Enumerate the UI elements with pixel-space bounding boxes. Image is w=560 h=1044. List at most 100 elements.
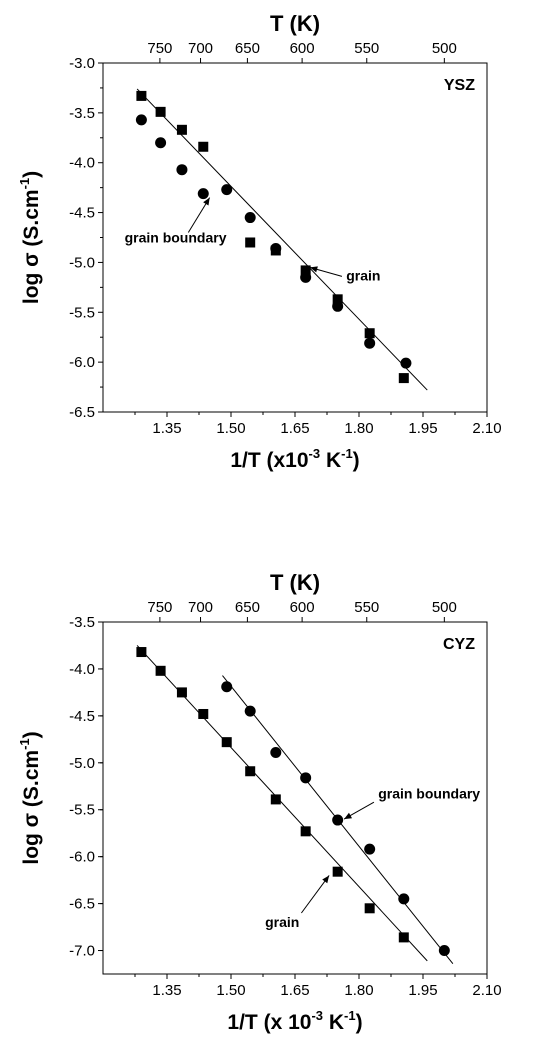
data-point-square bbox=[221, 737, 232, 748]
y-tick-label: -4.0 bbox=[69, 155, 95, 172]
data-point-circle bbox=[155, 137, 167, 149]
data-point-circle bbox=[197, 188, 209, 200]
y-tick-label: -7.0 bbox=[69, 943, 95, 960]
annotation-arrowhead bbox=[322, 875, 330, 884]
top-tick-label: 700 bbox=[188, 40, 213, 57]
annotation-arrowhead bbox=[344, 812, 353, 820]
data-point-square bbox=[332, 294, 343, 305]
x-tick-label: 1.35 bbox=[152, 420, 181, 437]
y-tick-label: -5.0 bbox=[69, 755, 95, 772]
top-axis-label: T (K) bbox=[270, 11, 320, 36]
y-tick-label: -3.0 bbox=[69, 55, 95, 72]
y-axis-label: log σ (S.cm-1) bbox=[17, 731, 43, 864]
annotation-arrowhead bbox=[309, 266, 318, 273]
top-tick-label: 650 bbox=[235, 40, 260, 57]
data-point-square bbox=[198, 708, 209, 719]
y-tick-label: -6.0 bbox=[69, 849, 95, 866]
annotation-arrow bbox=[300, 875, 330, 914]
annotation-label: grain bbox=[265, 914, 299, 930]
data-point-circle bbox=[400, 357, 412, 369]
x-tick-label: 2.10 bbox=[472, 982, 501, 999]
top-tick-label: 750 bbox=[147, 599, 172, 616]
data-point-square bbox=[364, 328, 375, 339]
annotation-arrowhead bbox=[203, 197, 210, 206]
data-point-square bbox=[300, 265, 311, 276]
annotation-label: grain boundary bbox=[378, 785, 480, 801]
data-point-square bbox=[245, 237, 256, 248]
x-tick-label: 1.80 bbox=[344, 982, 373, 999]
y-tick-label: -5.5 bbox=[69, 304, 95, 321]
y-tick-label: -6.5 bbox=[69, 896, 95, 913]
y-tick-label: -6.5 bbox=[69, 404, 95, 421]
x-tick-label: 2.10 bbox=[472, 420, 501, 437]
data-point-square bbox=[155, 106, 166, 117]
fit-line bbox=[136, 645, 428, 962]
x-tick-label: 1.50 bbox=[216, 420, 245, 437]
x-tick-label: 1.35 bbox=[152, 982, 181, 999]
data-point-square bbox=[176, 124, 187, 135]
data-point-circle bbox=[176, 164, 188, 176]
chart-ysz: 1.35 1.50 1.65 1.80 1.95 2.10 -3.0 -3.5 -4.0 -4.5… bbox=[17, 11, 502, 472]
data-point-circle bbox=[364, 843, 376, 855]
data-point-circle bbox=[438, 945, 450, 957]
annotation-label: grain bbox=[346, 267, 380, 283]
data-point-square bbox=[198, 141, 209, 152]
y-tick-label: -5.0 bbox=[69, 254, 95, 271]
data-point-square bbox=[270, 794, 281, 805]
y-tick-label: -3.5 bbox=[69, 614, 95, 631]
top-tick-label: 550 bbox=[354, 599, 379, 616]
y-tick-label: -6.0 bbox=[69, 354, 95, 371]
data-point-circle bbox=[300, 772, 312, 784]
data-point-circle bbox=[270, 242, 282, 254]
data-point-circle bbox=[221, 184, 233, 196]
x-axis-label: 1/T (x 10-3 K-1) bbox=[227, 1008, 362, 1034]
x-tick-label: 1.95 bbox=[408, 982, 437, 999]
data-point-square bbox=[398, 373, 409, 384]
data-point-square bbox=[176, 687, 187, 698]
y-tick-label: -4.0 bbox=[69, 661, 95, 678]
top-tick-label: 600 bbox=[290, 40, 315, 57]
x-tick-label: 1.80 bbox=[344, 420, 373, 437]
y-tick-label: -3.5 bbox=[69, 105, 95, 122]
top-axis-label: T (K) bbox=[270, 570, 320, 595]
top-tick-label: 750 bbox=[147, 40, 172, 57]
top-tick-label: 500 bbox=[432, 40, 457, 57]
data-point-circle bbox=[244, 212, 256, 224]
data-point-square bbox=[155, 665, 166, 676]
x-tick-label: 1.50 bbox=[216, 982, 245, 999]
panel-label: CYZ bbox=[443, 636, 475, 653]
data-point-circle bbox=[300, 271, 312, 283]
annotation-label: grain boundary bbox=[125, 229, 227, 245]
data-point-square bbox=[398, 932, 409, 943]
data-point-circle bbox=[135, 114, 147, 126]
data-point-circle bbox=[332, 300, 344, 312]
top-tick-label: 700 bbox=[188, 599, 213, 616]
top-tick-label: 500 bbox=[432, 599, 457, 616]
data-point-square bbox=[332, 866, 343, 877]
x-tick-label: 1.65 bbox=[280, 420, 309, 437]
data-point-square bbox=[300, 826, 311, 837]
y-tick-label: -4.5 bbox=[69, 708, 95, 725]
y-tick-label: -5.5 bbox=[69, 802, 95, 819]
y-axis-label: log σ (S.cm-1) bbox=[17, 171, 43, 304]
chart-cyz: 1.35 1.50 1.65 1.80 1.95 2.10 -3.5 -4.0 -4.5 -5.0… bbox=[17, 570, 502, 1034]
data-point-circle bbox=[364, 337, 376, 349]
x-axis-label: 1/T (x10-3 K-1) bbox=[230, 446, 359, 472]
data-point-circle bbox=[221, 681, 233, 693]
top-tick-label: 600 bbox=[290, 599, 315, 616]
panel-label: YSZ bbox=[444, 77, 475, 94]
data-point-circle bbox=[332, 814, 344, 826]
data-point-square bbox=[136, 647, 147, 658]
data-point-circle bbox=[270, 746, 282, 758]
y-tick-label: -4.5 bbox=[69, 205, 95, 222]
top-tick-label: 550 bbox=[354, 40, 379, 57]
data-point-circle bbox=[244, 705, 256, 717]
data-point-square bbox=[364, 903, 375, 914]
x-tick-label: 1.95 bbox=[408, 420, 437, 437]
fit-line bbox=[136, 88, 428, 391]
data-point-circle bbox=[398, 893, 410, 905]
top-tick-label: 650 bbox=[235, 599, 260, 616]
x-tick-label: 1.65 bbox=[280, 982, 309, 999]
data-point-square bbox=[245, 766, 256, 777]
